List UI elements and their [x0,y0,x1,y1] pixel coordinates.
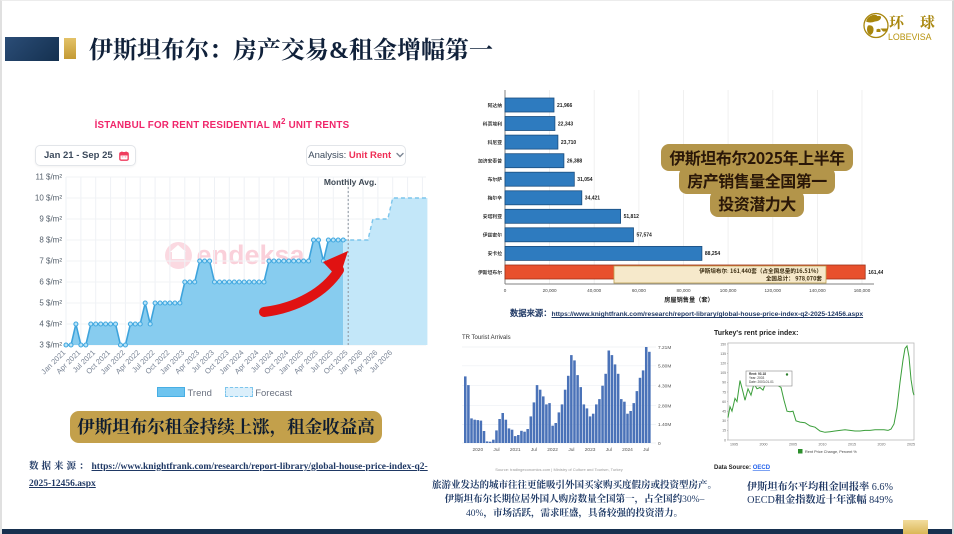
svg-text:160,000: 160,000 [854,288,871,293]
svg-text:60,000: 60,000 [632,288,646,293]
svg-text:2021: 2021 [510,447,521,453]
svg-text:150: 150 [720,342,726,346]
svg-text:房屋销售量（套）: 房屋销售量（套） [664,295,714,304]
svg-text:安卡拉: 安卡拉 [488,250,503,257]
svg-text:140,000: 140,000 [809,288,826,293]
svg-text:4.30M: 4.30M [658,384,671,390]
svg-text:5.80M: 5.80M [658,364,671,370]
svg-text:15: 15 [722,429,726,433]
svg-text:Jul: Jul [643,447,649,453]
svg-text:科贾埃利: 科贾埃利 [483,120,502,127]
svg-text:90: 90 [722,381,726,385]
svg-text:7 $/m²: 7 $/m² [39,257,62,266]
svg-text:60: 60 [722,400,726,404]
svg-text:Data Source: OECD: Data Source: OECD [714,465,771,471]
svg-text:科尼亚: 科尼亚 [488,139,503,146]
svg-text:2020: 2020 [878,443,886,447]
svg-text:5 $/m²: 5 $/m² [39,299,62,308]
svg-text:阿达纳: 阿达纳 [488,102,503,109]
svg-text:3 $/m²: 3 $/m² [39,341,62,350]
svg-text:22,343: 22,343 [558,121,574,127]
svg-text:Date: 2003-01-01: Date: 2003-01-01 [749,380,774,384]
svg-text:105: 105 [720,371,726,375]
svg-text:1.40M: 1.40M [658,422,671,428]
svg-text:2000: 2000 [760,443,768,447]
svg-text:2015: 2015 [848,443,856,447]
svg-text:40,000: 40,000 [587,288,601,293]
svg-text:21,966: 21,966 [557,103,573,109]
svg-text:88,254: 88,254 [705,251,721,257]
svg-text:161,440: 161,440 [868,270,883,276]
svg-text:Jul: Jul [606,447,612,453]
svg-text:LOBEVISA: LOBEVISA [888,32,932,41]
svg-text:Monthly Avg.: Monthly Avg. [324,177,377,187]
svg-text:11 $/m²: 11 $/m² [35,173,62,182]
svg-text:Jul: Jul [568,447,574,453]
svg-text:Jul: Jul [493,447,499,453]
svg-text:2010: 2010 [819,443,827,447]
svg-text:4 $/m²: 4 $/m² [39,320,62,329]
svg-text:80,000: 80,000 [676,288,690,293]
svg-text:51,812: 51,812 [624,214,640,220]
svg-text:环球: 环球 [889,12,950,33]
svg-text:Source: tradingeconomics.com |: Source: tradingeconomics.com | Ministry … [495,467,622,472]
svg-text:2005: 2005 [789,443,797,447]
svg-text:120,000: 120,000 [764,288,781,293]
svg-text:120: 120 [720,362,726,366]
svg-text:135: 135 [720,352,726,356]
svg-text:全国总计： 978,070套: 全国总计： 978,070套 [766,275,823,283]
svg-text:梅尔辛: 梅尔辛 [488,195,503,202]
svg-text:布尔萨: 布尔萨 [488,176,503,183]
svg-text:2023: 2023 [585,447,596,453]
svg-text:9 $/m²: 9 $/m² [39,215,62,224]
svg-text:Jul: Jul [531,447,537,453]
svg-text:1995: 1995 [730,443,738,447]
svg-text:6 $/m²: 6 $/m² [39,278,62,287]
svg-text:57,574: 57,574 [637,233,653,239]
svg-text:Rent: 93.18: Rent: 93.18 [749,372,766,376]
svg-text:伊斯坦布尔: 伊斯坦布尔 [478,269,502,276]
svg-text:0: 0 [658,441,661,447]
svg-text:安塔利亚: 安塔利亚 [483,213,502,220]
svg-text:0: 0 [724,438,726,442]
svg-text:31,054: 31,054 [577,177,593,183]
svg-text:2.80M: 2.80M [658,404,671,410]
svg-text:45: 45 [722,410,726,414]
svg-text:伊斯坦布尔: 161,440套（占全国总量的16.51%）: 伊斯坦布尔: 161,440套（占全国总量的16.51%） [699,267,822,275]
svg-text:2025: 2025 [907,443,915,447]
svg-text:TR Tourist Arrivals: TR Tourist Arrivals [462,335,511,341]
svg-text:0: 0 [504,288,507,293]
svg-text:Rent Price Change, Percent %: Rent Price Change, Percent % [805,450,857,454]
svg-text:8 $/m²: 8 $/m² [39,236,62,245]
svg-text:2022: 2022 [547,447,558,453]
svg-text:75: 75 [722,390,726,394]
svg-text:20,000: 20,000 [543,288,557,293]
svg-text:伊兹密尔: 伊兹密尔 [483,232,502,239]
svg-text:加济安泰普: 加济安泰普 [478,158,502,165]
svg-text:2020: 2020 [472,447,483,453]
svg-text:Turkey's rent price index:: Turkey's rent price index: [714,330,798,337]
svg-text:100,000: 100,000 [720,288,737,293]
svg-text:7.21M: 7.21M [658,345,671,351]
svg-text:10 $/m²: 10 $/m² [35,194,62,203]
svg-text:26,388: 26,388 [567,159,583,165]
svg-text:30: 30 [722,419,726,423]
svg-text:Year: 2003: Year: 2003 [749,376,765,380]
svg-text:23,710: 23,710 [561,140,577,146]
svg-text:2024: 2024 [622,447,633,453]
svg-text:34,421: 34,421 [585,196,601,202]
